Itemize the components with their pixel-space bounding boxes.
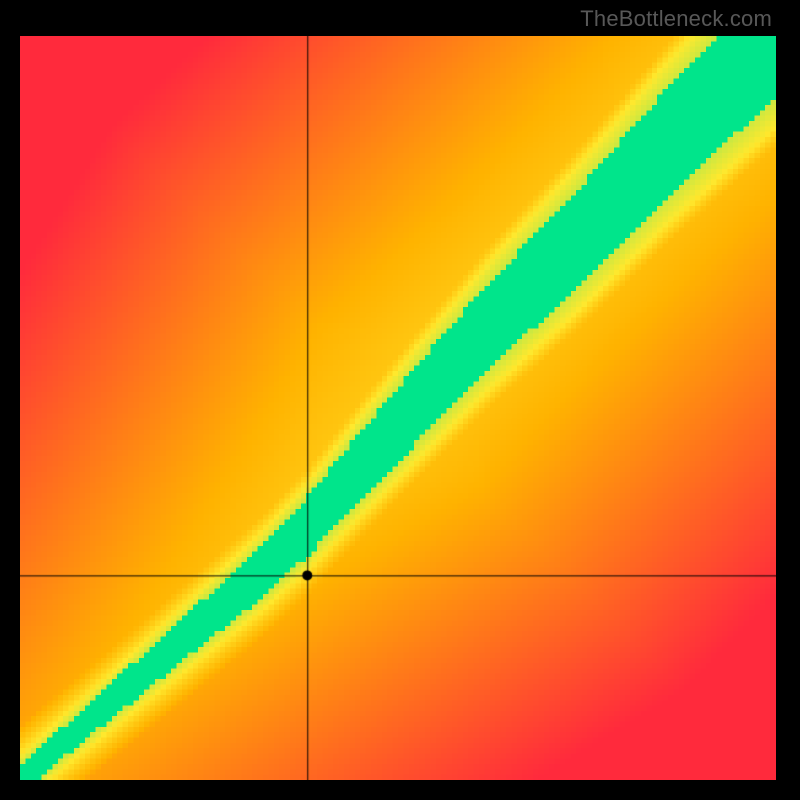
watermark-text: TheBottleneck.com — [580, 6, 772, 32]
crosshair-overlay — [20, 36, 776, 780]
chart-container: { "watermark": "TheBottleneck.com", "cha… — [0, 0, 800, 800]
